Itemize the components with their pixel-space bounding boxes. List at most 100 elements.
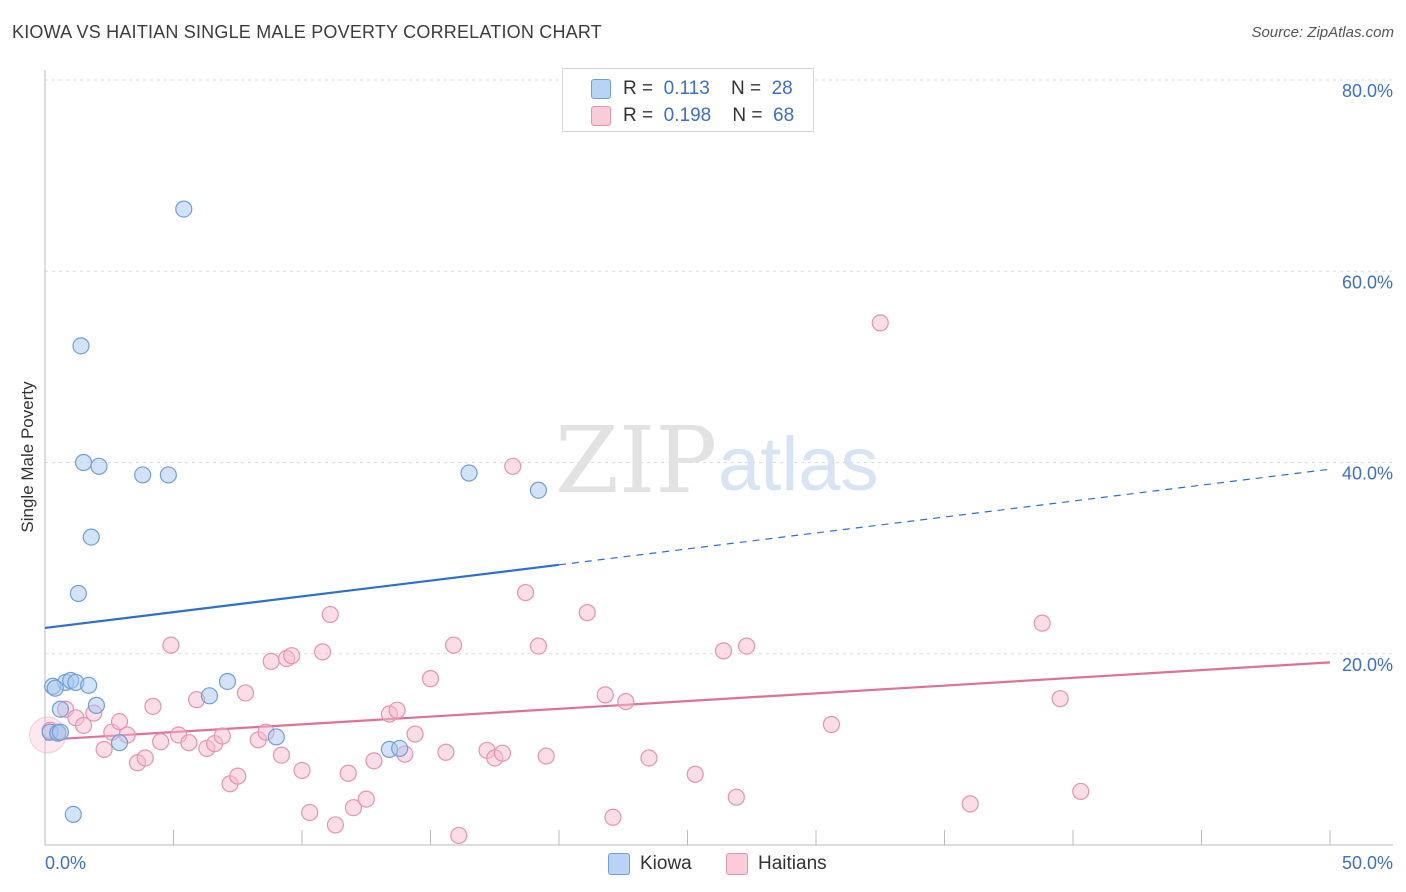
kiowa-point: [460, 464, 478, 482]
haitians-point: [326, 816, 345, 834]
x-tick-label-min: 0.0%: [45, 853, 86, 873]
kiowa-legend-label: Kiowa: [640, 853, 692, 874]
y-tick-label: 80.0%: [1342, 81, 1393, 101]
y-tick-labels: 20.0% 40.0% 60.0% 80.0%: [1342, 81, 1393, 675]
kiowa-point: [69, 584, 88, 603]
watermark-atlas: atlas: [718, 422, 879, 507]
haitians-point: [136, 749, 154, 767]
haitians-point: [961, 795, 979, 813]
haitians-point: [529, 637, 548, 655]
haitians-point: [686, 765, 704, 783]
source-credit: Source: ZipAtlas.com: [1251, 24, 1394, 41]
kiowa-point: [134, 466, 152, 484]
haitians-point: [516, 583, 535, 602]
haitians-point: [262, 652, 280, 671]
kiowa-swatch: [591, 79, 611, 99]
kiowa-point: [74, 453, 93, 472]
correlation-legend: R = 0.113 N = 28 R = 0.198 N = 68: [562, 68, 814, 132]
haitians-point: [822, 715, 841, 734]
x-tick-labels: 0.0% 50.0%: [45, 853, 1393, 873]
haitians-point: [95, 740, 113, 758]
data-points: [29, 200, 1090, 845]
haitians-point: [437, 743, 455, 761]
haitians-point: [293, 761, 311, 780]
haitians-point: [365, 752, 383, 770]
kiowa-point: [175, 200, 193, 218]
watermark: ZIP atlas: [555, 407, 879, 514]
trend-lines: [44, 468, 1331, 741]
haitians-stats: R = 0.198 N = 68: [623, 105, 795, 126]
kiowa-trend-line: [44, 563, 560, 630]
haitians-point: [504, 457, 522, 475]
kiowa-point: [267, 728, 285, 746]
x-tick-label-max: 50.0%: [1342, 853, 1393, 873]
kiowa-point: [110, 734, 129, 752]
kiowa-legend-swatch: [608, 853, 630, 875]
haitians-point: [74, 716, 93, 735]
y-tick-label: 40.0%: [1342, 464, 1393, 484]
haitians-legend-swatch: [726, 853, 748, 875]
kiowa-point: [90, 457, 108, 475]
kiowa-point: [51, 723, 70, 741]
kiowa-point: [80, 676, 98, 694]
haitians-point: [180, 734, 198, 752]
kiowa-point: [82, 528, 100, 546]
legend-row-haitians: R = 0.198 N = 68: [563, 102, 813, 128]
kiowa-stats: R = 0.113 N = 28: [623, 78, 793, 99]
haitians-point: [604, 808, 622, 826]
kiowa-point: [46, 679, 64, 697]
kiowa-point: [391, 739, 409, 758]
axis-layer: [44, 70, 1393, 846]
kiowa-point: [72, 337, 90, 355]
haitians-point: [213, 727, 231, 745]
haitians-point: [406, 725, 424, 743]
kiowa-point: [529, 481, 548, 499]
haitians-point: [450, 826, 468, 845]
watermark-zip: ZIP: [555, 407, 717, 514]
kiowa-point: [200, 687, 219, 705]
haitians-point: [162, 636, 180, 654]
legend-row-kiowa: R = 0.113 N = 28: [563, 75, 813, 101]
y-tick-label: 20.0%: [1342, 655, 1393, 675]
haitians-point: [640, 749, 658, 767]
haitians-point: [236, 684, 255, 702]
haitians-point: [1051, 690, 1069, 708]
haitians-point: [321, 605, 339, 624]
haitians-point: [1033, 614, 1051, 632]
haitians-point: [272, 746, 291, 764]
haitians-point: [493, 744, 512, 762]
haitians-point: [110, 713, 129, 731]
haitians-point: [537, 747, 555, 765]
haitians-point: [339, 764, 357, 782]
haitians-point: [714, 642, 733, 660]
haitians-point: [229, 767, 247, 785]
haitians-point: [578, 604, 596, 622]
kiowa-point: [64, 805, 82, 824]
haitians-point: [596, 686, 614, 704]
haitians-point: [344, 799, 362, 817]
chart-title: KIOWA VS HAITIAN SINGLE MALE POVERTY COR…: [12, 22, 602, 42]
haitians-point: [388, 701, 406, 719]
haitians-point: [738, 637, 756, 655]
haitians-point: [617, 692, 635, 711]
kiowa-point: [218, 672, 237, 691]
haitians-swatch: [591, 106, 611, 126]
kiowa-point: [159, 466, 177, 484]
haitians-point: [421, 670, 440, 688]
haitians-point: [313, 643, 332, 661]
haitians-point: [871, 314, 889, 332]
haitians-point: [283, 647, 301, 665]
kiowa-point: [51, 700, 70, 718]
haitians-trend-line: [44, 661, 1331, 741]
haitians-point: [301, 803, 319, 822]
haitians-point: [445, 636, 463, 654]
haitians-point: [727, 788, 745, 806]
haitians-point: [1072, 782, 1090, 801]
haitians-point: [357, 790, 375, 808]
y-axis-label: Single Male Poverty: [18, 381, 37, 533]
haitians-point: [144, 697, 162, 715]
y-tick-label: 60.0%: [1342, 272, 1393, 292]
haitians-legend-label: Haitians: [758, 853, 827, 874]
kiowa-point: [87, 696, 106, 714]
